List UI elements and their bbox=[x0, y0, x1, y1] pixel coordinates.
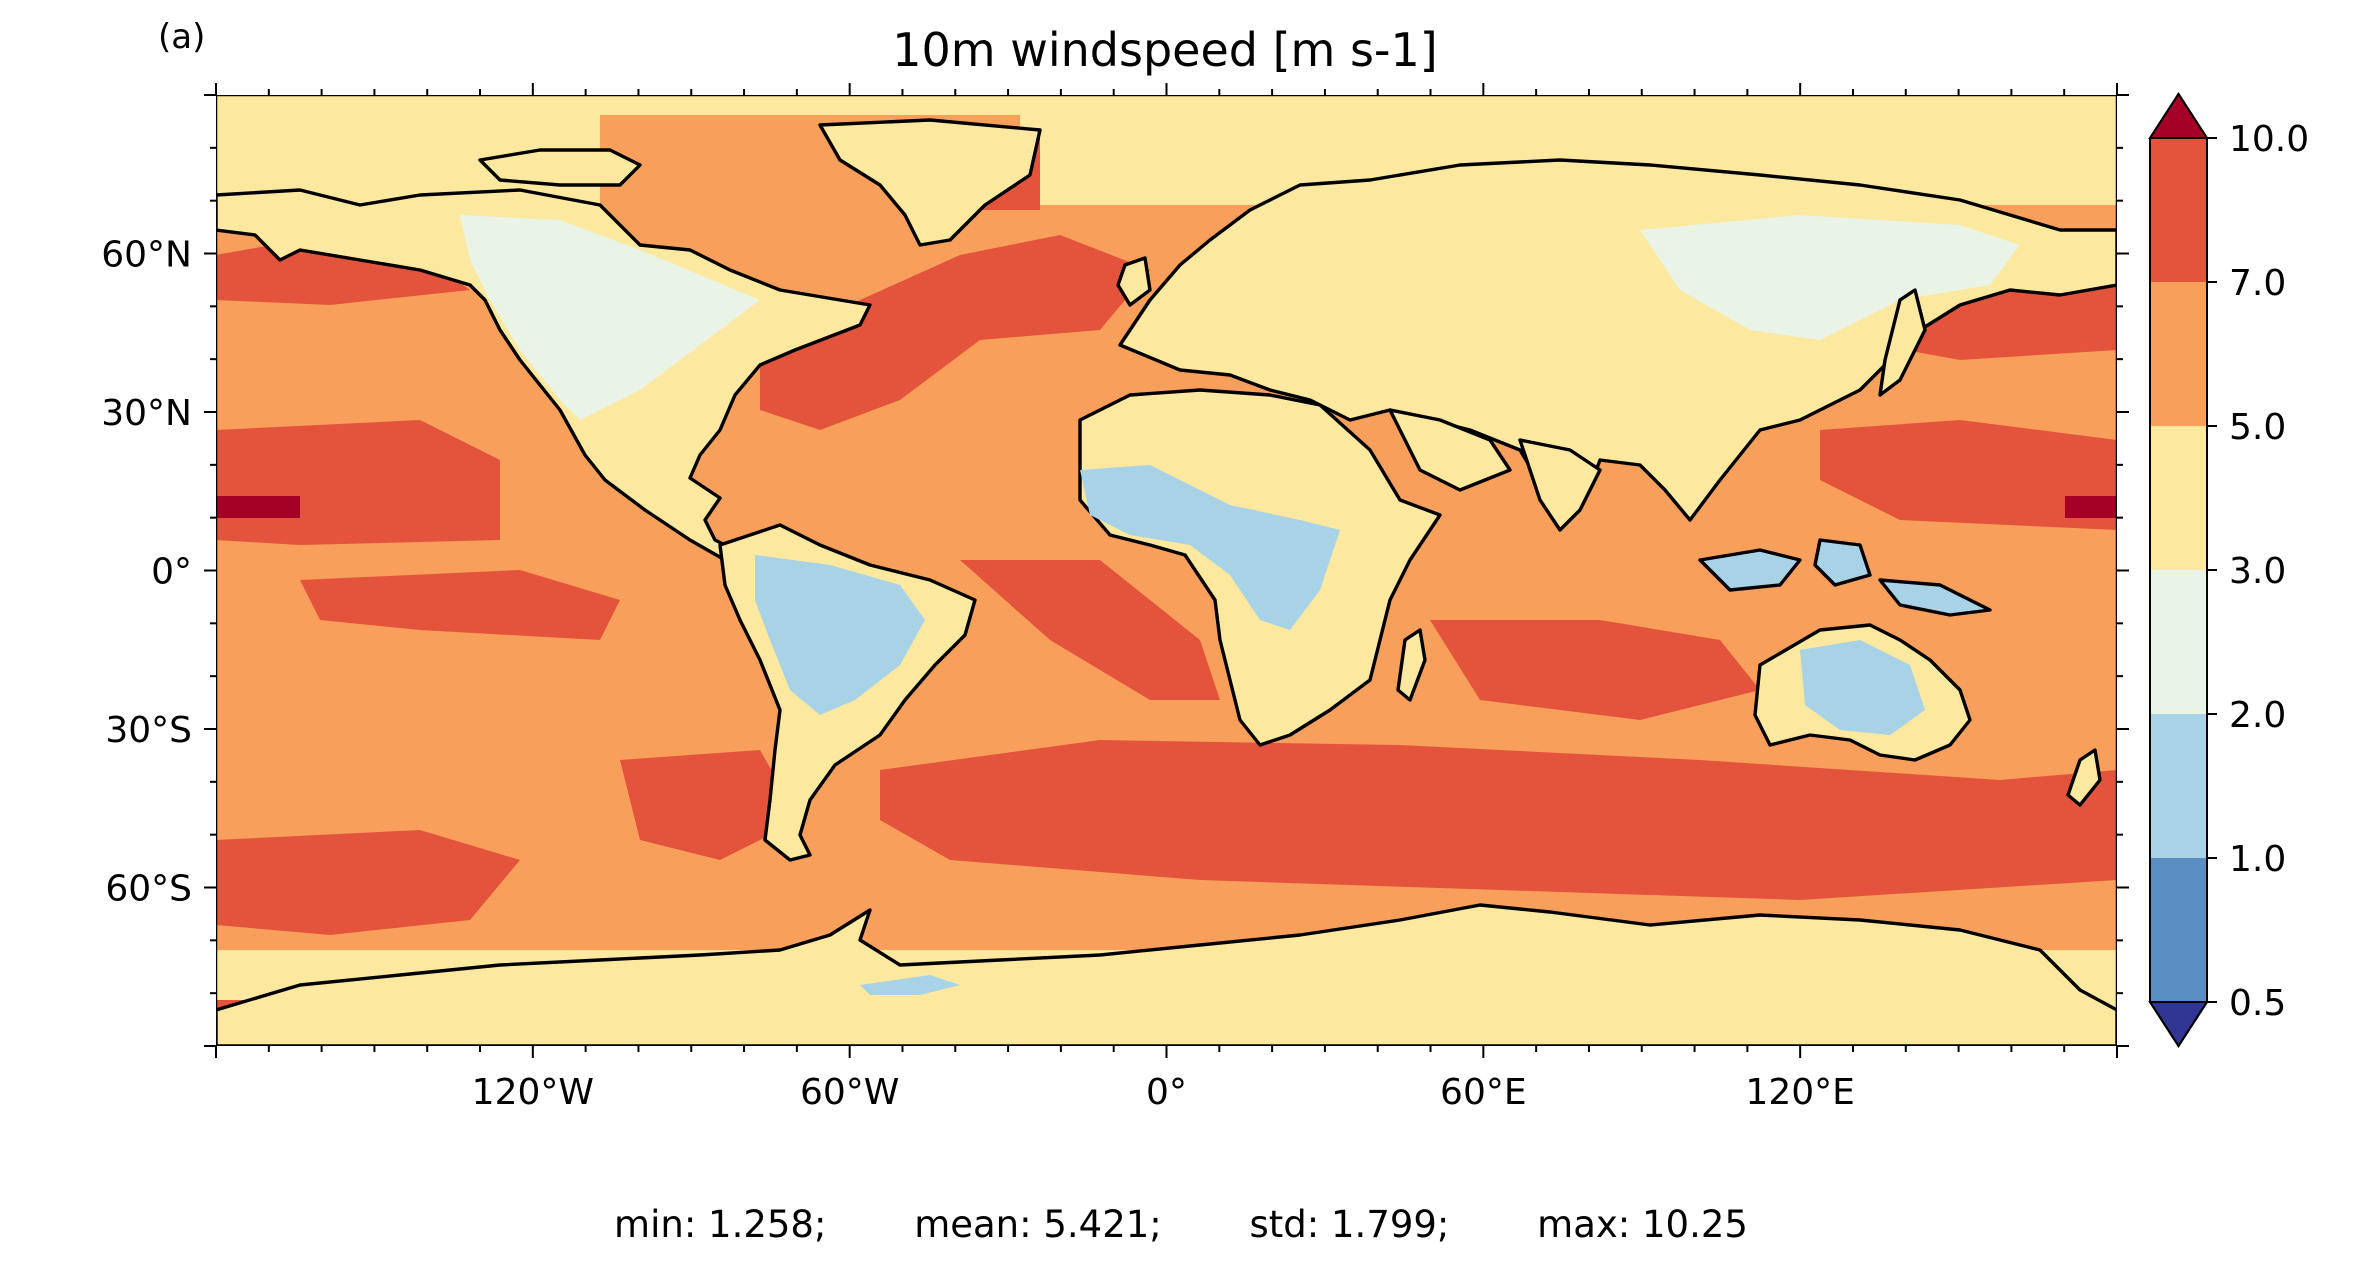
borneo bbox=[1813, 538, 1872, 587]
antarctica-low-shelf bbox=[860, 975, 960, 995]
max-hawaii bbox=[216, 496, 300, 518]
colorbar-segment bbox=[2150, 858, 2207, 1002]
drake-westerlies bbox=[620, 750, 800, 860]
se-pacific-westerlies bbox=[216, 830, 520, 935]
siberia-interior bbox=[1640, 215, 2020, 340]
colorbar-under-arrow bbox=[2148, 1001, 2209, 1048]
x-tick-label: 0° bbox=[1146, 1072, 1187, 1113]
colorbar-segment bbox=[2150, 570, 2207, 714]
indian-trades bbox=[1430, 620, 1760, 720]
british-isles bbox=[1116, 256, 1152, 307]
spac-trades bbox=[300, 570, 620, 640]
colorbar-tick-label: 0.5 bbox=[2229, 983, 2286, 1024]
natl-storm-track bbox=[760, 235, 1150, 430]
map-area bbox=[216, 95, 2117, 1046]
colorbar: 0.5 1.0 2.0 3.0 5.0 7.0 10.0 bbox=[2148, 92, 2309, 1048]
colorbar-tick-label: 2.0 bbox=[2229, 695, 2286, 736]
colorbar-over-arrow bbox=[2148, 92, 2209, 139]
new-zealand bbox=[2066, 748, 2102, 807]
madagascar bbox=[1396, 628, 1427, 702]
antarctica bbox=[216, 903, 2117, 1046]
x-axis: 120°W 60°W 0° 60°E 120°E bbox=[215, 83, 2118, 1113]
colorbar-tick-label: 1.0 bbox=[2229, 839, 2286, 880]
y-tick-label: 0° bbox=[151, 552, 192, 593]
map-title: 10m windspeed [m s-1] bbox=[892, 23, 1437, 77]
south-america-interior bbox=[755, 555, 925, 715]
colorbar-tick-label: 7.0 bbox=[2229, 263, 2286, 304]
wpac-trades bbox=[1820, 420, 2117, 530]
stat-min: min: 1.258; bbox=[614, 1203, 827, 1246]
new-guinea bbox=[1878, 578, 1992, 617]
y-tick-label: 30°S bbox=[105, 710, 192, 751]
y-axis: 60°N 30°N 0° 30°S 60°S bbox=[101, 94, 2129, 1047]
north-america-interior bbox=[460, 215, 760, 420]
canadian-archipelago bbox=[478, 148, 642, 187]
x-tick-label: 60°E bbox=[1440, 1072, 1527, 1113]
stat-std: std: 1.799; bbox=[1249, 1203, 1450, 1246]
colorbar-segment bbox=[2150, 138, 2207, 282]
colorbar-tick-label: 10.0 bbox=[2229, 119, 2309, 160]
africa-interior bbox=[1080, 465, 1340, 630]
colorbar-segment bbox=[2150, 714, 2207, 858]
stat-mean: mean: 5.421; bbox=[914, 1203, 1162, 1246]
y-tick-label: 30°N bbox=[101, 393, 192, 434]
panel-label: (a) bbox=[158, 17, 205, 57]
colorbar-tick-label: 5.0 bbox=[2229, 407, 2286, 448]
y-tick-label: 60°S bbox=[105, 869, 192, 910]
x-tick-label: 120°E bbox=[1745, 1072, 1854, 1113]
npac-trades bbox=[216, 420, 500, 545]
x-tick-label: 60°W bbox=[800, 1072, 899, 1113]
colorbar-segment bbox=[2150, 282, 2207, 426]
colorbar-tick-label: 3.0 bbox=[2229, 551, 2286, 592]
australia-interior bbox=[1800, 640, 1925, 735]
colorbar-segment bbox=[2150, 426, 2207, 570]
greenland bbox=[818, 118, 1042, 247]
southern-westerlies bbox=[880, 740, 2117, 900]
y-tick-label: 60°N bbox=[101, 235, 192, 276]
arabia bbox=[1388, 408, 1512, 492]
stats-line: min: 1.258; mean: 5.421; std: 1.799; max… bbox=[0, 1203, 2362, 1253]
max-wpac bbox=[2065, 496, 2117, 518]
maritime-continent bbox=[1698, 548, 1802, 592]
land-field bbox=[216, 118, 2117, 1046]
satl-trades bbox=[960, 560, 1220, 700]
japan bbox=[1878, 288, 1927, 397]
stat-max: max: 10.25 bbox=[1537, 1203, 1748, 1246]
india bbox=[1518, 438, 1602, 532]
x-tick-label: 120°W bbox=[472, 1072, 594, 1113]
